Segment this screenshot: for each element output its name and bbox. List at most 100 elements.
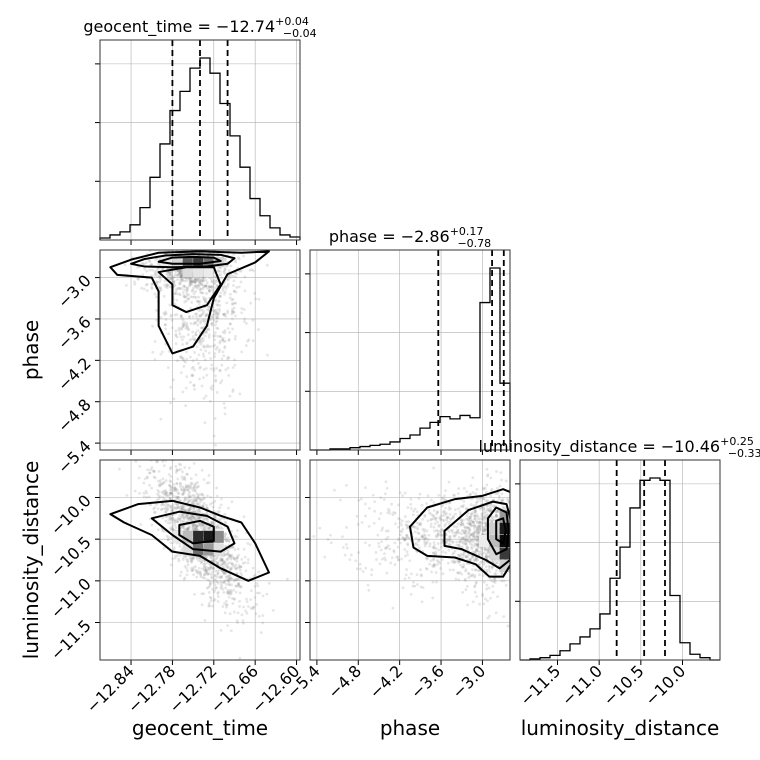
sample-point bbox=[195, 525, 199, 528]
sample-point bbox=[471, 491, 475, 494]
sample-point bbox=[465, 539, 469, 543]
sample-point bbox=[501, 497, 505, 501]
sample-point bbox=[475, 487, 479, 491]
sample-point bbox=[482, 526, 486, 530]
sample-point bbox=[460, 545, 464, 549]
y-tick-label: −4.8 bbox=[54, 395, 95, 436]
sample-point bbox=[190, 374, 194, 378]
sample-point bbox=[466, 538, 470, 542]
sample-point bbox=[473, 529, 477, 533]
x-tick-label: −4.2 bbox=[366, 661, 407, 702]
sample-point bbox=[443, 524, 447, 528]
sample-point bbox=[205, 313, 209, 317]
sample-point bbox=[207, 336, 211, 339]
sample-point bbox=[463, 538, 466, 542]
sample-point bbox=[224, 272, 227, 276]
sample-point bbox=[142, 287, 146, 291]
sample-point bbox=[189, 515, 192, 519]
sample-point bbox=[391, 513, 395, 517]
sample-point bbox=[204, 299, 207, 303]
sample-point bbox=[266, 353, 269, 357]
sample-point bbox=[236, 611, 240, 615]
sample-point bbox=[233, 363, 237, 367]
sample-point bbox=[165, 272, 169, 276]
sample-point bbox=[223, 561, 227, 564]
sample-point bbox=[214, 443, 217, 447]
sample-point bbox=[520, 553, 523, 556]
sample-point bbox=[312, 534, 316, 538]
sample-point bbox=[188, 279, 192, 283]
sample-point bbox=[210, 387, 214, 391]
sample-point bbox=[199, 314, 202, 318]
sample-point bbox=[445, 512, 449, 516]
sample-point bbox=[161, 516, 165, 520]
sample-point bbox=[145, 289, 149, 293]
sample-point bbox=[237, 285, 241, 289]
sample-point bbox=[214, 378, 218, 382]
sample-point bbox=[186, 488, 190, 492]
sample-point bbox=[218, 295, 222, 298]
sample-point bbox=[267, 581, 271, 585]
sample-point bbox=[195, 315, 198, 319]
sample-point bbox=[448, 537, 452, 541]
sample-point bbox=[192, 486, 196, 490]
sample-point bbox=[179, 269, 182, 273]
sample-point bbox=[169, 491, 173, 495]
sample-point bbox=[488, 614, 491, 618]
sample-point bbox=[176, 488, 179, 492]
sample-point bbox=[196, 300, 200, 303]
sample-point bbox=[473, 517, 477, 521]
sample-point bbox=[222, 354, 226, 358]
sample-point bbox=[484, 555, 488, 559]
sample-point bbox=[194, 486, 198, 490]
sample-point bbox=[219, 586, 223, 590]
sample-point bbox=[209, 563, 212, 566]
sample-point bbox=[221, 559, 225, 563]
sample-point bbox=[172, 546, 176, 550]
sample-point bbox=[201, 336, 205, 340]
sample-point bbox=[468, 493, 472, 497]
sample-point bbox=[175, 274, 179, 278]
sample-point bbox=[254, 297, 258, 301]
sample-point bbox=[218, 576, 222, 579]
sample-point bbox=[531, 503, 534, 506]
sample-point bbox=[202, 478, 206, 481]
sample-point bbox=[148, 245, 151, 248]
sample-point bbox=[126, 416, 129, 419]
sample-point bbox=[189, 355, 192, 359]
sample-point bbox=[217, 350, 221, 354]
sample-point bbox=[205, 569, 208, 572]
sample-point bbox=[194, 321, 198, 325]
sample-point bbox=[229, 576, 233, 580]
sample-point bbox=[425, 502, 429, 505]
sample-point bbox=[194, 524, 198, 528]
sample-point bbox=[213, 355, 217, 359]
sample-point bbox=[478, 517, 482, 521]
sample-point bbox=[453, 508, 457, 512]
sample-point bbox=[218, 518, 222, 521]
sample-point bbox=[449, 520, 452, 524]
sample-point bbox=[171, 527, 175, 531]
sample-point bbox=[494, 510, 498, 514]
sample-point bbox=[199, 365, 202, 369]
sample-point bbox=[484, 517, 488, 521]
sample-point bbox=[435, 528, 439, 532]
sample-point bbox=[219, 294, 223, 298]
sample-point bbox=[462, 565, 466, 569]
sample-point bbox=[212, 555, 216, 558]
sample-point bbox=[243, 561, 247, 565]
sample-point bbox=[442, 510, 445, 514]
sample-point bbox=[453, 534, 457, 538]
sample-point bbox=[226, 282, 230, 286]
sample-point bbox=[222, 285, 225, 289]
sample-point bbox=[201, 287, 205, 290]
sample-point bbox=[197, 284, 201, 288]
sample-point bbox=[223, 260, 227, 264]
sample-point bbox=[188, 315, 191, 319]
sample-point bbox=[486, 599, 489, 603]
sample-point bbox=[200, 497, 204, 501]
sample-point bbox=[213, 275, 217, 279]
sample-point bbox=[388, 511, 392, 515]
sample-point bbox=[186, 488, 190, 492]
density-cell bbox=[499, 560, 510, 572]
